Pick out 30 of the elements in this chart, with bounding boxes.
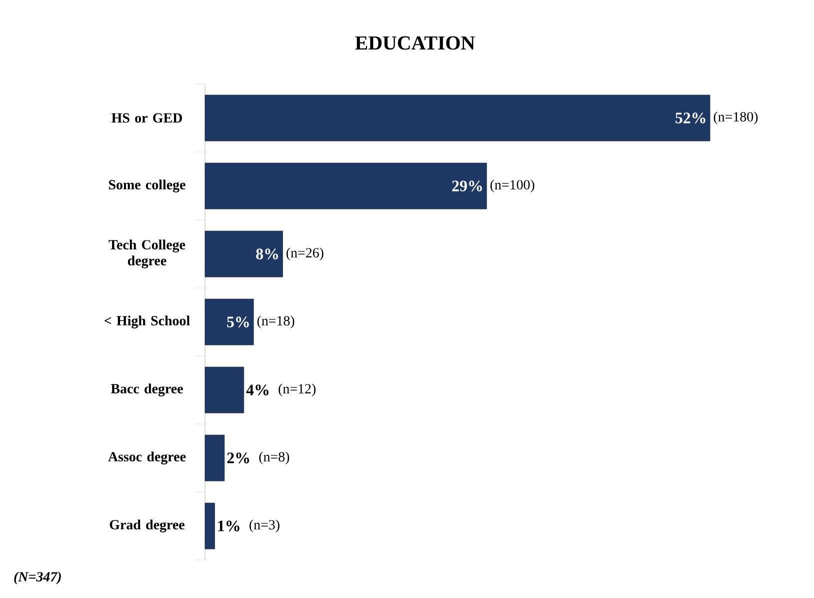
y-tick-label: Assoc degree xyxy=(108,452,186,464)
text: (N=347) xyxy=(14,572,61,584)
bar xyxy=(204,502,215,550)
annotation: (n=100) xyxy=(490,180,534,192)
data-label: 1% xyxy=(218,520,240,532)
y-tick-label: Grad degree xyxy=(110,520,184,532)
y-tick-label: HS or GED xyxy=(112,113,182,123)
bar xyxy=(204,366,244,414)
annotation: (n=8) xyxy=(259,452,290,464)
annotation: (n=26) xyxy=(286,248,324,260)
chart-title: EDUCATION xyxy=(355,36,475,50)
data-label: 8% xyxy=(256,248,278,260)
data-label: 52% xyxy=(676,112,706,124)
y-tick-label: < High School xyxy=(104,316,190,328)
annotation: (n=180) xyxy=(714,112,758,124)
y-tick-label: Tech College degree xyxy=(108,240,186,268)
bar xyxy=(204,94,710,142)
y-tick-label: Some college xyxy=(109,180,186,192)
bar xyxy=(204,162,487,210)
bar xyxy=(204,434,225,482)
annotation: (n=18) xyxy=(257,316,294,328)
annotation: (n=12) xyxy=(278,384,316,396)
data-label: 2% xyxy=(227,452,250,464)
y-tick-label: Bacc degree xyxy=(110,384,183,396)
data-label: 29% xyxy=(452,180,482,192)
bar xyxy=(204,298,254,346)
data-label: 4% xyxy=(246,384,268,396)
bar xyxy=(204,230,283,278)
data-label: 5% xyxy=(227,316,249,328)
annotation: (n=3) xyxy=(250,520,280,532)
